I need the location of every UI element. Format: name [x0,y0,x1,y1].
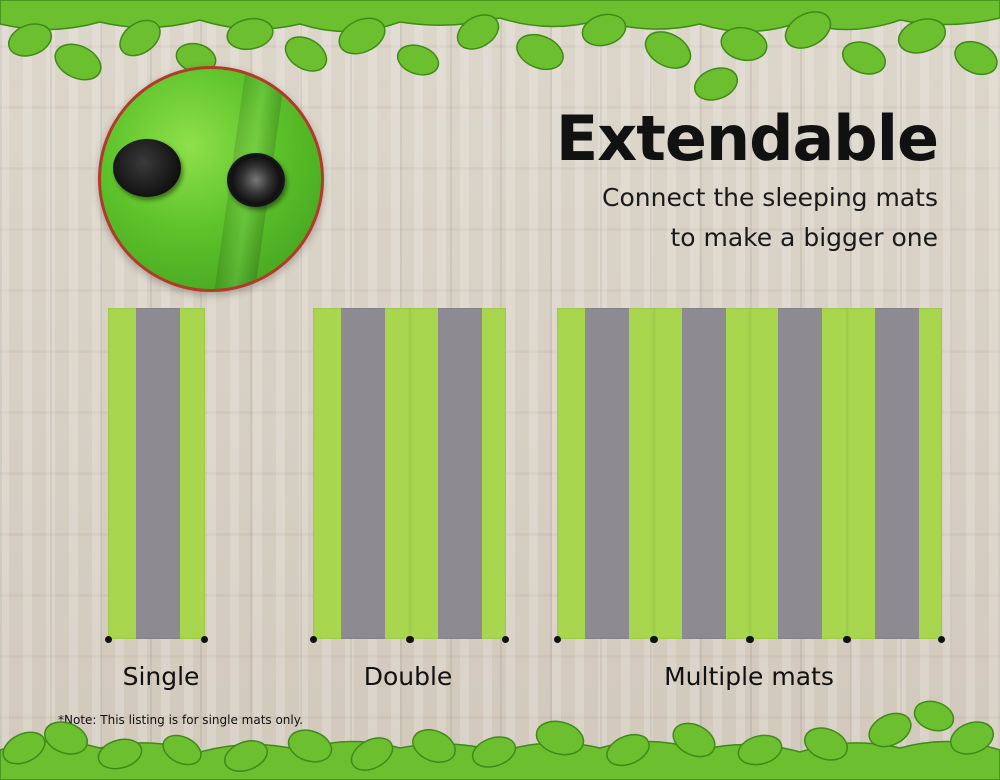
leaf-icon [0,700,1000,780]
snap-dot [105,636,112,643]
snap-dot [502,636,509,643]
headline: Extendable [555,102,939,175]
subtitle-line-2: to make a bigger one [670,223,938,252]
label-single: Single [122,662,200,691]
mat-single [105,308,208,643]
snap-button-icon [113,139,181,197]
footnote: *Note: This listing is for single mats o… [58,713,303,727]
snap-button-icon [227,153,285,207]
snap-dot [844,636,851,643]
mat-multiple-3 [747,308,850,643]
snap-dot [310,636,317,643]
snap-button-closeup [98,66,324,292]
snap-dot [201,636,208,643]
subtitle-line-1: Connect the sleeping mats [602,183,938,212]
snap-dot [407,636,414,643]
mat-double-1 [310,308,413,643]
bottom-foliage [0,690,1000,780]
snap-dot [747,636,754,643]
label-double: Double [363,662,453,691]
snap-dot [651,636,658,643]
label-multiple: Multiple mats [664,662,834,691]
snap-dot [938,636,945,643]
snap-dot [554,636,561,643]
mat-double-2 [407,308,509,643]
mat-multiple-2 [651,308,753,643]
mat-multiple-1 [554,308,657,643]
mat-multiple-4 [844,308,945,643]
